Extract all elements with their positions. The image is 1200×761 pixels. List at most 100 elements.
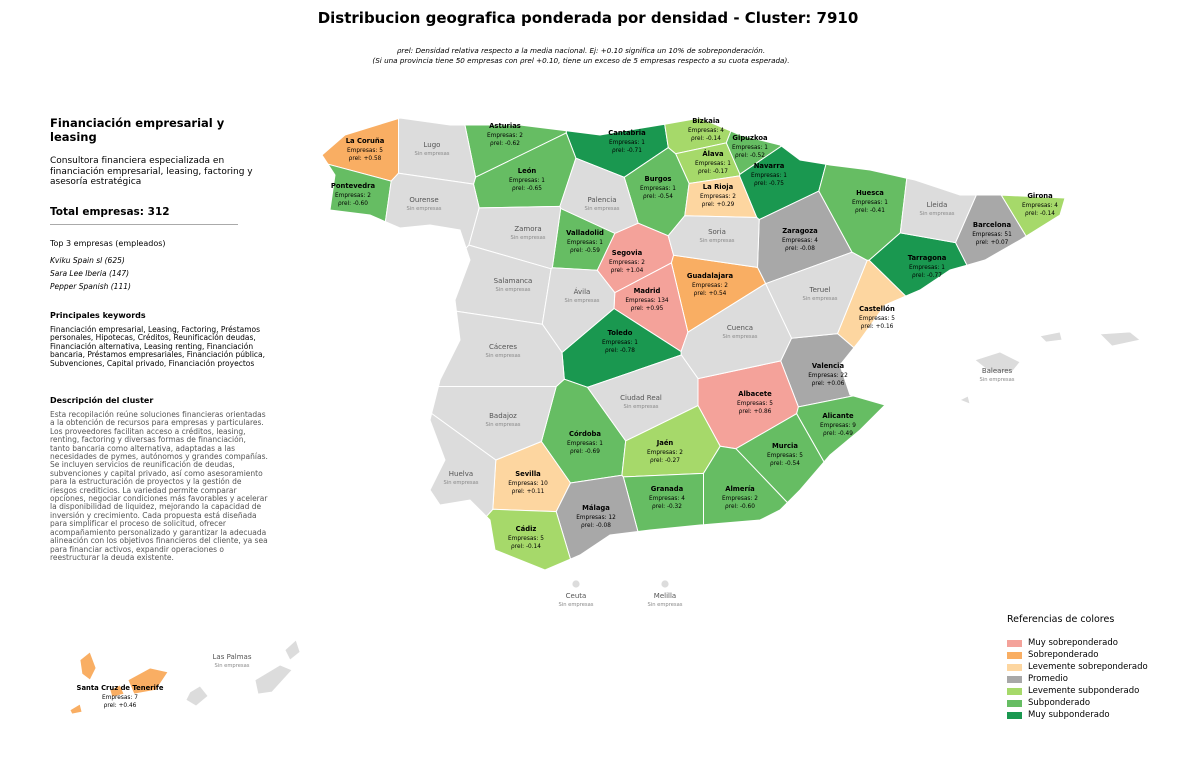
province-shape (703, 445, 789, 526)
province-rho: ρrel: +0.07 (976, 240, 1009, 246)
province-rho: ρrel: -0.59 (570, 248, 600, 254)
province-shape (667, 215, 760, 268)
province-status: Sin empresas (406, 206, 441, 212)
province-count: Empresas: 5 (859, 316, 895, 322)
province-status: Sin empresas (919, 211, 954, 217)
province-count: Empresas: 12 (576, 515, 616, 521)
province-count: Empresas: 7 (102, 695, 138, 701)
province-rho: ρrel: -0.60 (725, 504, 755, 510)
province-count: Empresas: 9 (820, 423, 856, 429)
province-count: Empresas: 1 (567, 441, 603, 447)
province-shape (429, 412, 497, 518)
province-count: Empresas: 22 (808, 373, 848, 379)
province-rho: ρrel: +0.95 (631, 306, 664, 312)
province-rho: ρrel: -0.17 (698, 169, 728, 175)
province-status: Sin empresas (214, 663, 249, 669)
province-count: Empresas: 134 (625, 298, 669, 304)
province-shape (185, 685, 209, 707)
province-rho: ρrel: -0.65 (512, 186, 542, 192)
legend-item: Muy subponderado (1007, 709, 1148, 721)
province-count: Empresas: 5 (347, 148, 383, 154)
province-name: Huesca (856, 189, 884, 197)
province-name: Santa Cruz de Tenerife (77, 684, 164, 692)
description-title: Descripción del cluster (50, 396, 154, 405)
province-name: La Coruña (346, 137, 385, 145)
legend-label: Subponderado (1028, 698, 1091, 708)
total: Total empresas: 312 (50, 206, 238, 225)
province-shape (660, 579, 670, 589)
province-count: Empresas: 2 (335, 193, 371, 199)
legend-label: Muy sobreponderado (1028, 638, 1118, 648)
province-name: Lugo (424, 141, 441, 149)
legend-item: Muy sobreponderado (1007, 637, 1148, 649)
province-status: Sin empresas (699, 238, 734, 244)
province-status: Sin empresas (647, 602, 682, 608)
province-status: Sin empresas (623, 404, 658, 410)
province-name: Teruel (809, 286, 831, 294)
keywords-title: Principales keywords (50, 310, 146, 320)
province-status: Sin empresas (584, 206, 619, 212)
legend-swatch (1007, 687, 1022, 695)
province-shape (899, 177, 978, 244)
province-name: Jaén (656, 439, 674, 447)
province-count: Empresas: 1 (602, 340, 638, 346)
province-name: Ceuta (566, 592, 587, 600)
province-name: Granada (651, 485, 684, 493)
province-name: Albacete (738, 390, 772, 398)
province-count: Empresas: 4 (782, 238, 818, 244)
province-shape (1039, 331, 1063, 343)
province-rho: ρrel: -0.41 (855, 208, 885, 214)
province-count: Empresas: 1 (909, 265, 945, 271)
province-name: Álava (702, 149, 724, 158)
province-shape (109, 684, 125, 698)
province-count: Empresas: 2 (609, 260, 645, 266)
province-rho: ρrel: -0.78 (605, 348, 635, 354)
top-item: Kviku Spain sl (625) (50, 255, 125, 265)
province-name: León (518, 167, 537, 175)
province-name: Baleares (982, 367, 1013, 375)
legend-swatch (1007, 675, 1022, 683)
province-count: Empresas: 2 (692, 283, 728, 289)
top-title: Top 3 empresas (empleados) (50, 238, 166, 248)
province-rho: ρrel: -0.62 (490, 141, 520, 147)
province-rho: ρrel: -0.08 (581, 523, 611, 529)
province-name: Soria (708, 228, 726, 236)
province-rho: ρrel: -0.69 (570, 449, 600, 455)
top-item: Sara Lee Iberia (147) (50, 268, 130, 278)
keywords: Financiación empresarial, Leasing, Facto… (50, 324, 266, 368)
province-status: Sin empresas (495, 287, 530, 293)
province-rho: ρrel: +1.04 (611, 268, 644, 274)
province-rho: ρrel: +0.86 (739, 409, 772, 415)
title: Distribucion geografica ponderada por de… (318, 9, 859, 27)
province-name: Ávila (574, 287, 591, 296)
province-name: Alicante (822, 412, 854, 420)
province-name: Cádiz (516, 525, 537, 533)
province-count: Empresas: 2 (647, 450, 683, 456)
province-shape (485, 508, 572, 571)
province-count: Empresas: 10 (508, 481, 548, 487)
legend-swatch (1007, 711, 1022, 719)
province-count: Empresas: 1 (695, 161, 731, 167)
description: Esta recopilación reúne soluciones finan… (50, 410, 268, 562)
province-rho: ρrel: +0.11 (512, 489, 545, 495)
province-name: Gipuzkoa (732, 134, 768, 142)
province-rho: ρrel: -0.27 (650, 458, 680, 464)
legend-label: Levemente subponderado (1028, 686, 1140, 696)
province-name: Pontevedra (331, 182, 376, 190)
legend-label: Sobreponderado (1028, 650, 1099, 660)
province-rho: ρrel: -0.77 (912, 273, 942, 279)
summary: Consultora financiera especializada en f… (50, 156, 253, 187)
province-shape (959, 395, 971, 405)
province-name: Salamanca (494, 277, 533, 285)
province-name: Cuenca (727, 324, 753, 332)
province-shape (127, 667, 169, 695)
province-count: Empresas: 5 (737, 401, 773, 407)
province-name: Badajoz (489, 412, 517, 420)
province-name: Las Palmas (213, 653, 252, 661)
province-name: Córdoba (569, 430, 601, 438)
legend-item: Promedio (1007, 673, 1148, 685)
legend-swatch (1007, 639, 1022, 647)
province-status: Sin empresas (485, 353, 520, 359)
province-count: Empresas: 1 (567, 240, 603, 246)
